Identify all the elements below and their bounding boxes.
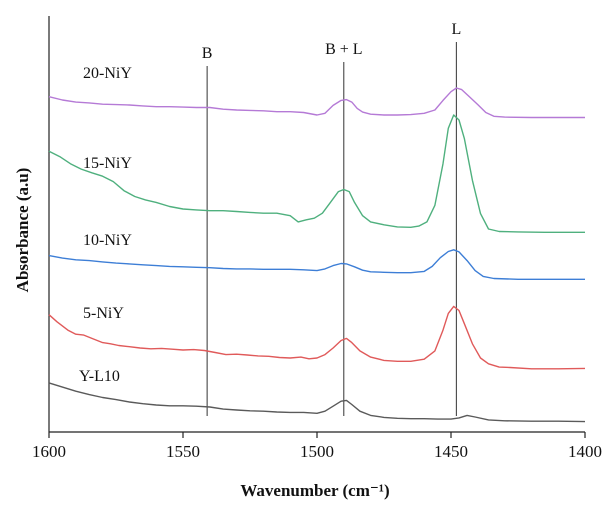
x-tick-label: 1600	[32, 442, 66, 461]
series-label: 15-NiY	[83, 155, 132, 172]
x-axis-title: Wavenumber (cm⁻¹)	[240, 481, 389, 500]
series-lines	[48, 87, 586, 423]
series-line	[48, 249, 585, 280]
series-label: 20-NiY	[83, 65, 132, 82]
x-axis-ticks: 1600 1550 1500 1450 1400	[32, 432, 602, 461]
series-label: Y-L10	[79, 368, 120, 385]
reference-line-label: B	[202, 45, 213, 62]
series-line	[48, 114, 585, 233]
reference-line-label: B + L	[325, 41, 362, 58]
x-tick-label: 1550	[166, 442, 200, 461]
x-tick-label: 1450	[434, 442, 468, 461]
series-labels: 20-NiY 15-NiY 10-NiY 5-NiY Y-L10	[79, 65, 132, 385]
series-line	[48, 87, 585, 119]
series-label: 10-NiY	[83, 232, 132, 249]
reference-lines: B B + L L	[202, 21, 461, 416]
x-tick-label: 1400	[568, 442, 602, 461]
series-label: 5-NiY	[83, 305, 124, 322]
reference-line-label: L	[451, 21, 461, 38]
series-line	[48, 305, 586, 370]
y-axis-title: Absorbance (a.u)	[13, 168, 32, 293]
x-tick-label: 1500	[300, 442, 334, 461]
series-line	[48, 382, 586, 423]
